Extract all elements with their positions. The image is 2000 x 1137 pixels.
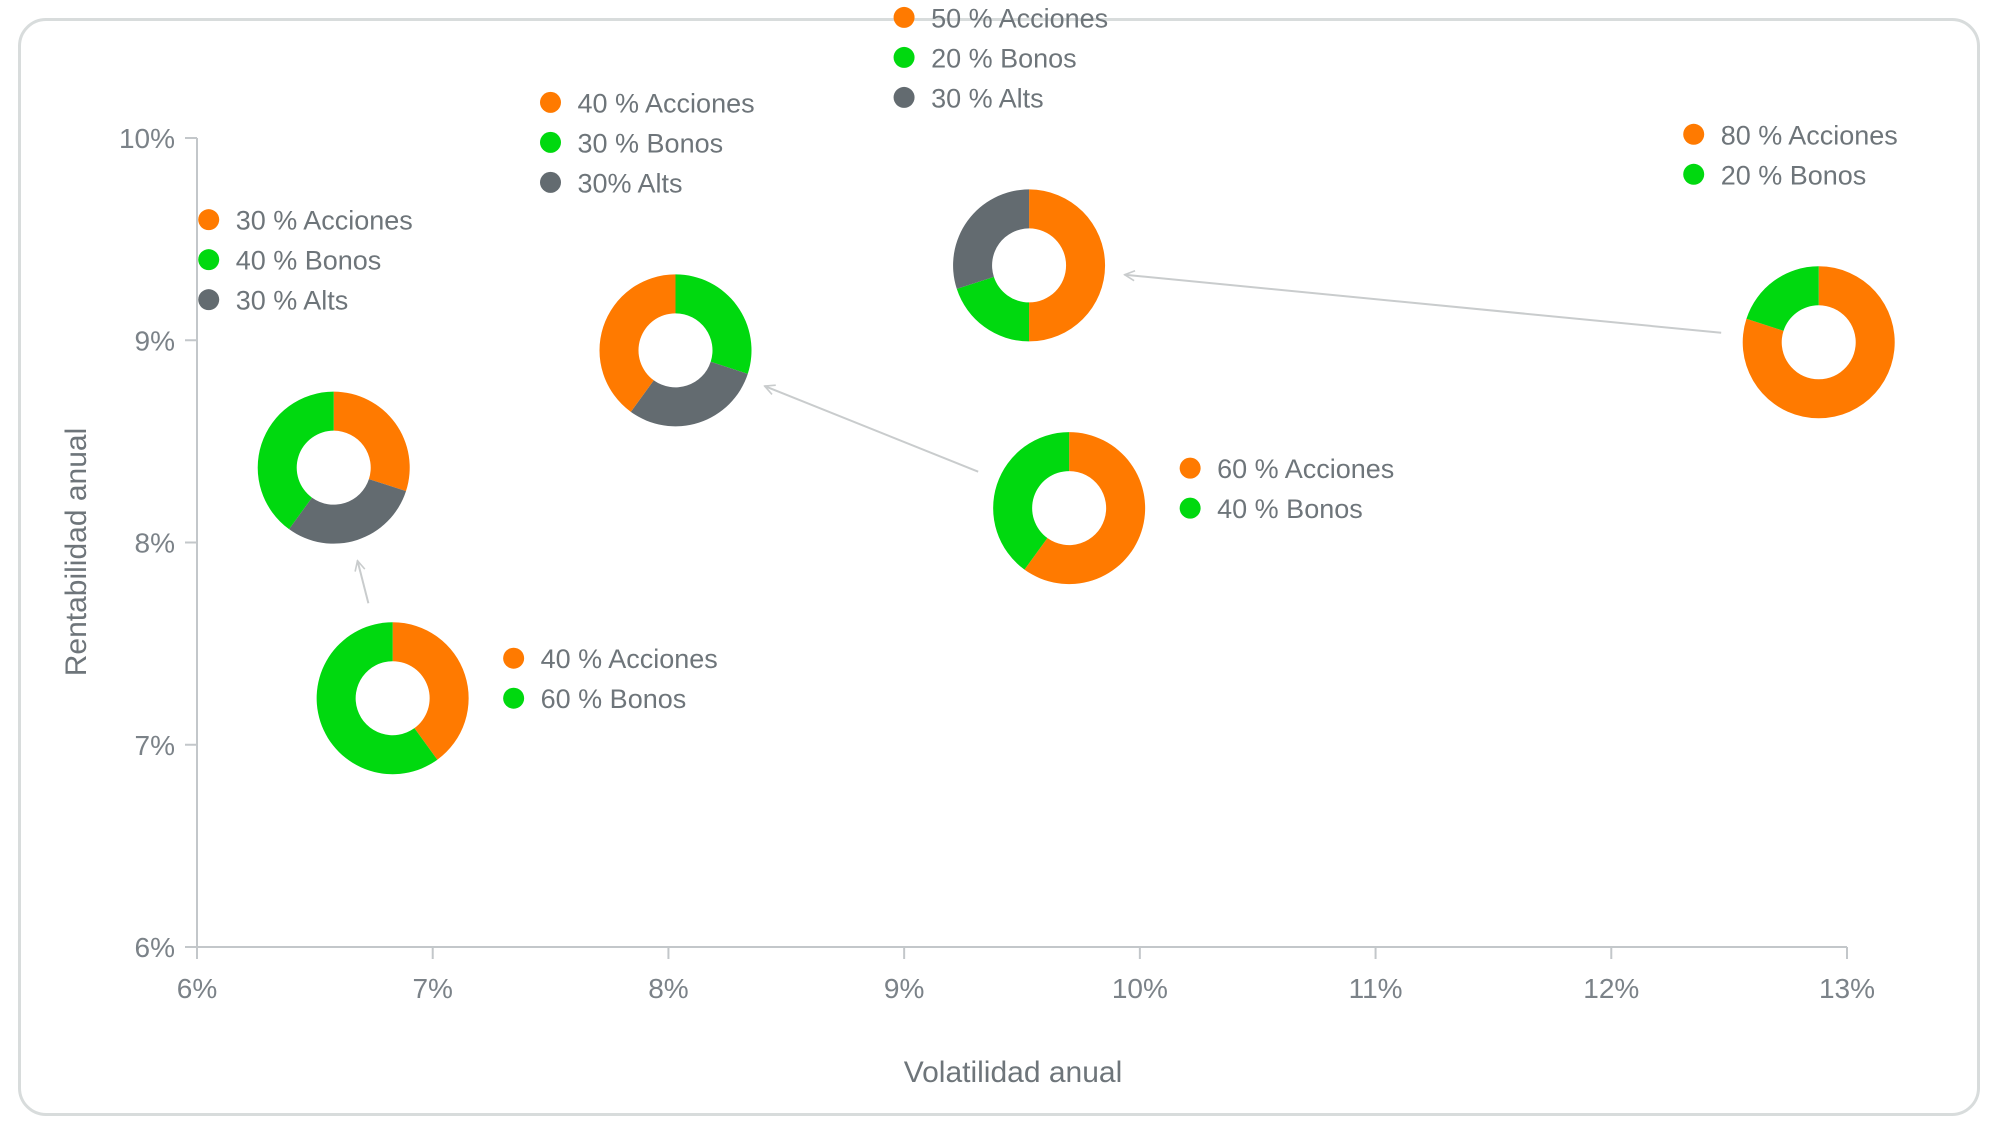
- donut-slice-acciones: [392, 622, 469, 760]
- legend-label-bonos: 30 % Bonos: [578, 128, 724, 158]
- legend-swatch-bonos: [893, 46, 915, 68]
- y-tick-label: 6%: [135, 932, 175, 963]
- x-tick-label: 12%: [1583, 973, 1639, 1004]
- legend-p80-20: 80 % Acciones 20 % Bonos: [1683, 120, 1898, 190]
- donut-slice-acciones: [333, 391, 410, 492]
- donut-slice-bonos: [675, 274, 752, 374]
- x-tick-label: 9%: [884, 973, 924, 1004]
- legend-swatch-alts: [893, 86, 915, 108]
- legend-label-acciones: 40 % Acciones: [541, 644, 718, 674]
- portfolio-donut-p80-20: [1742, 266, 1895, 419]
- donut-slice-acciones: [1024, 432, 1146, 585]
- legend-swatch-bonos: [198, 249, 220, 271]
- legend-label-acciones: 60 % Acciones: [1217, 454, 1394, 484]
- legend-p50-20-30: 50 % Acciones 20 % Bonos 30 % Alts: [893, 3, 1108, 113]
- arrow-p60-40-to-p40-30-30: [765, 386, 979, 473]
- legend-p60-40: 60 % Acciones 40 % Bonos: [1179, 454, 1394, 524]
- legend-p40-60: 40 % Acciones 60 % Bonos: [503, 644, 718, 714]
- legend-swatch-alts: [198, 289, 220, 311]
- portfolio-donut-p50-20-30: [953, 189, 1106, 342]
- portfolio-donut-p60-40: [993, 432, 1146, 585]
- x-tick-label: 13%: [1819, 973, 1875, 1004]
- portfolio-donut-p30-40-30: [257, 391, 410, 544]
- axes: 6% 7% 8% 9% 10% 11% 12% 13% 6% 7% 8% 9% 10%: [119, 123, 1875, 1004]
- donut-slice-bonos: [316, 622, 438, 775]
- donut-slice-bonos: [993, 432, 1070, 570]
- arrow-p80-20-to-p50-20-30: [1125, 275, 1722, 334]
- legend-swatch-bonos: [503, 687, 525, 709]
- legend-swatch-bonos: [1179, 497, 1201, 519]
- legend-swatch-bonos: [1683, 163, 1705, 185]
- legend-swatch-bonos: [540, 131, 561, 153]
- legend-label-acciones: 40 % Acciones: [578, 88, 755, 118]
- portfolio-donut-p40-60: [316, 622, 469, 775]
- y-tick-label: 8%: [135, 528, 175, 559]
- x-tick-label: 6%: [177, 973, 217, 1004]
- x-tick-label: 8%: [648, 973, 688, 1004]
- legend-label-alts: 30% Alts: [578, 168, 683, 198]
- legend-swatch-acciones: [198, 209, 220, 231]
- legend-label-acciones: 30 % Acciones: [236, 206, 413, 236]
- portfolio-donut-p40-30-30: [599, 274, 752, 427]
- legend-label-bonos: 20 % Bonos: [931, 43, 1077, 73]
- legend-label-bonos: 40 % Bonos: [1217, 494, 1363, 524]
- legend-p30-40-30: 30 % Acciones 40 % Bonos 30 % Alts: [198, 206, 413, 316]
- donut-slice-bonos: [956, 276, 1030, 342]
- legend-swatch-acciones: [893, 6, 915, 28]
- legend-label-acciones: 80 % Acciones: [1721, 120, 1898, 150]
- legend-label-bonos: 20 % Bonos: [1721, 160, 1867, 190]
- donut-slice-alts: [289, 479, 406, 544]
- x-tick-label: 11%: [1349, 973, 1403, 1004]
- legend-p40-30-30: 40 % Acciones 30 % Bonos 30% Alts: [540, 88, 755, 198]
- donut-slice-alts: [630, 361, 748, 427]
- donut-slice-bonos: [257, 391, 334, 530]
- y-tick-label: 9%: [135, 325, 175, 356]
- donut-slice-acciones: [599, 274, 676, 412]
- arrow-p40-60-to-p30-40-30: [357, 561, 370, 604]
- x-tick-label: 10%: [1112, 973, 1168, 1004]
- legend-swatch-acciones: [503, 647, 525, 669]
- legend-label-alts: 30 % Alts: [236, 286, 349, 316]
- legend-swatch-acciones: [1179, 457, 1201, 479]
- legend-label-alts: 30 % Alts: [931, 83, 1044, 113]
- donut-slice-alts: [953, 189, 1030, 289]
- legend-swatch-acciones: [540, 91, 561, 113]
- y-tick-label: 7%: [135, 730, 175, 761]
- legend-swatch-alts: [540, 171, 561, 193]
- portfolio-donuts: [257, 189, 1895, 775]
- y-tick-label: 10%: [119, 123, 175, 154]
- legend-swatch-acciones: [1683, 123, 1705, 145]
- legend-label-bonos: 40 % Bonos: [236, 246, 382, 276]
- x-axis-title: Volatilidad anual: [904, 1056, 1123, 1089]
- x-tick-label: 7%: [412, 973, 452, 1004]
- arrows: [357, 275, 1722, 604]
- donut-slice-acciones: [1742, 266, 1895, 419]
- legend-label-acciones: 50 % Acciones: [931, 3, 1108, 33]
- y-axis-title: Rentabilidad anual: [60, 428, 93, 677]
- donut-slice-bonos: [1746, 266, 1819, 331]
- legend-label-bonos: 60 % Bonos: [541, 684, 687, 714]
- donut-slice-acciones: [1029, 189, 1106, 342]
- portfolio-legends: 40 % Acciones 60 % Bonos 30 % Acciones 40 %…: [198, 3, 1898, 714]
